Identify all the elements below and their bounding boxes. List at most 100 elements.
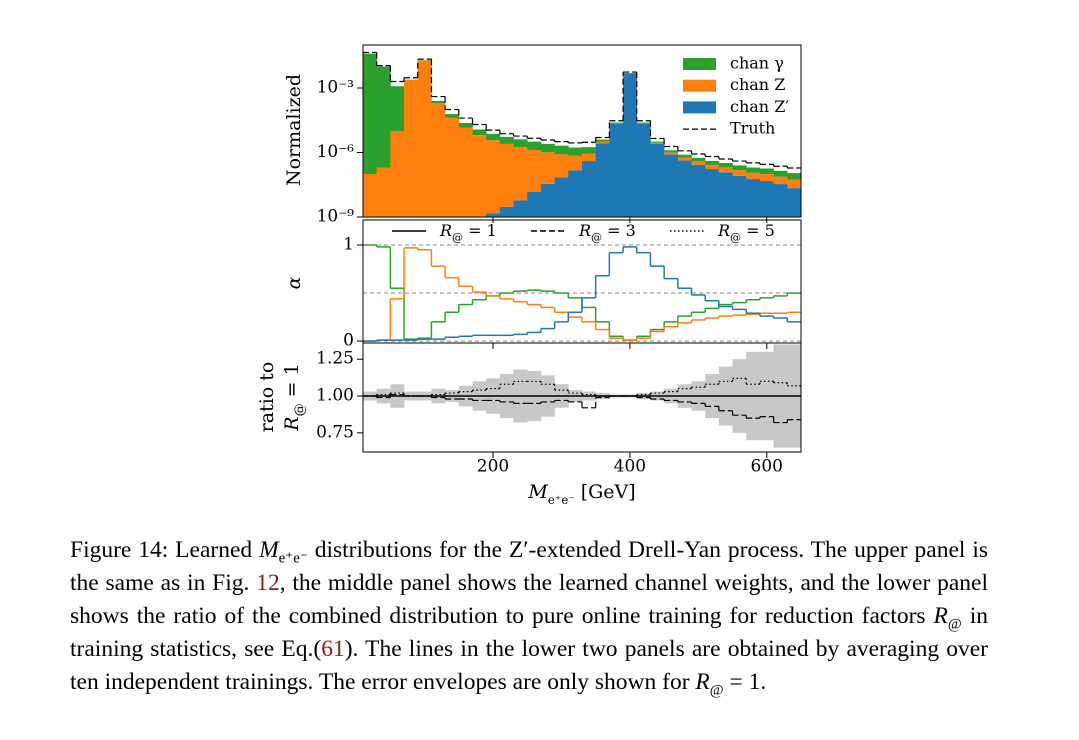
y-tick-label: 1.25 [316, 349, 354, 369]
histogram-bar [390, 219, 404, 239]
histogram-bar [718, 172, 733, 217]
histogram-bar [554, 154, 569, 178]
legend-swatch [683, 101, 716, 114]
symbol: M [527, 481, 548, 503]
axes-frame [362, 342, 802, 453]
histogram-bar [677, 154, 692, 158]
histogram-bar [650, 143, 665, 217]
histogram-bar [554, 177, 569, 217]
histogram-bar [582, 161, 596, 217]
histogram-bar [472, 135, 487, 217]
histogram-bar [390, 130, 405, 217]
caption-math: R [695, 669, 710, 695]
histogram-bar [623, 73, 638, 217]
y-axis-label: ratio to [256, 362, 278, 433]
subscript: @ [730, 231, 741, 244]
histogram-bar [595, 141, 610, 144]
legend-swatch [683, 79, 716, 92]
label-rest: = 3 [602, 221, 636, 240]
caption-sub: @ [947, 616, 962, 633]
plot-area [363, 344, 801, 448]
y-tick-label: 1.00 [316, 386, 354, 406]
histogram-bar [363, 53, 377, 174]
figure-ref[interactable]: 12 [256, 570, 280, 596]
histogram-bar [732, 175, 747, 217]
symbol: R [439, 221, 452, 240]
subscript: @ [452, 231, 463, 244]
subscript: @ [591, 231, 602, 244]
histogram-bar [513, 200, 528, 217]
histogram-bar [691, 164, 706, 217]
histogram-bar [568, 147, 583, 156]
legend-label: R@ = 5 [717, 221, 775, 244]
histogram-bar [527, 141, 542, 150]
label-rest: = 5 [741, 221, 775, 240]
caption-text: Figure 14: Learned [70, 537, 260, 563]
histogram-bar [404, 219, 418, 239]
histogram-bar [746, 167, 761, 173]
symbol: R [281, 416, 303, 431]
plot-area [363, 244, 801, 342]
figure-caption: Figure 14: Learned Me⁺e⁻ distributions f… [70, 534, 988, 699]
histogram-bar [486, 133, 501, 141]
histogram-bar [732, 165, 747, 171]
legend-label: R@ = 1 [439, 221, 497, 244]
histogram-bar [417, 60, 432, 217]
x-tick-label: 200 [477, 457, 509, 477]
y-axis-label: Normalized [283, 74, 305, 186]
histogram-bar [664, 152, 679, 155]
caption-math: M [259, 537, 279, 563]
equation-ref[interactable]: 61 [321, 636, 345, 662]
histogram-bar [513, 139, 528, 147]
y-tick-label: 10⁻³ [317, 78, 354, 98]
caption-text: distributions for the Z′-extended Drell-… [70, 537, 988, 596]
histogram-bar [499, 136, 514, 144]
histogram-bar [527, 191, 542, 217]
y-tick-label: 10⁻⁶ [317, 142, 355, 162]
label-rest: = 1 [463, 221, 497, 240]
histogram-bar [759, 174, 774, 182]
histogram-bar [677, 160, 692, 217]
histogram-bar [376, 167, 391, 217]
caption-sub: @ [709, 682, 724, 699]
histogram-bar [363, 219, 377, 239]
histogram-bar [418, 219, 432, 239]
histogram-bar [732, 170, 747, 176]
histogram-bar [486, 140, 501, 214]
y-tick-label: 0.75 [316, 422, 354, 442]
histogram-bar [773, 184, 788, 217]
histogram-bar [746, 172, 761, 180]
symbol: R [717, 221, 730, 240]
histogram-bar [787, 188, 801, 217]
histogram-bar [636, 123, 651, 217]
histogram-bar [677, 157, 692, 161]
legend-label: chan Z [730, 75, 785, 94]
histogram-bar [787, 173, 801, 180]
histogram-bar [540, 143, 555, 153]
histogram-bar [582, 153, 596, 162]
caption-text: in training statistics, see Eq.( [70, 603, 988, 662]
histogram-bar [773, 170, 788, 177]
histogram-bar [705, 164, 720, 170]
legend-label: chan Z′ [730, 97, 789, 116]
histogram-bar [486, 213, 501, 217]
histogram-bar [705, 169, 720, 217]
histogram-bar [773, 176, 788, 185]
histogram-bar [705, 160, 720, 165]
histogram-bar [376, 66, 391, 168]
legend-label: R@ = 3 [578, 221, 636, 244]
histogram-bar [568, 155, 583, 171]
histogram-bar [458, 127, 473, 217]
y-axis-label: R@ = 1 [281, 363, 308, 431]
y-axis-label: α [283, 276, 305, 289]
histogram-bar [499, 206, 514, 217]
caption-text: ). The lines in the lower two panels are… [70, 636, 988, 695]
histogram-bar [664, 150, 679, 153]
histogram-bar [759, 181, 774, 217]
legend-swatch [683, 58, 716, 70]
unit: [GeV] [575, 481, 636, 503]
histogram-bar [431, 100, 446, 104]
histogram-bar [363, 173, 377, 217]
histogram-bar [527, 149, 542, 192]
